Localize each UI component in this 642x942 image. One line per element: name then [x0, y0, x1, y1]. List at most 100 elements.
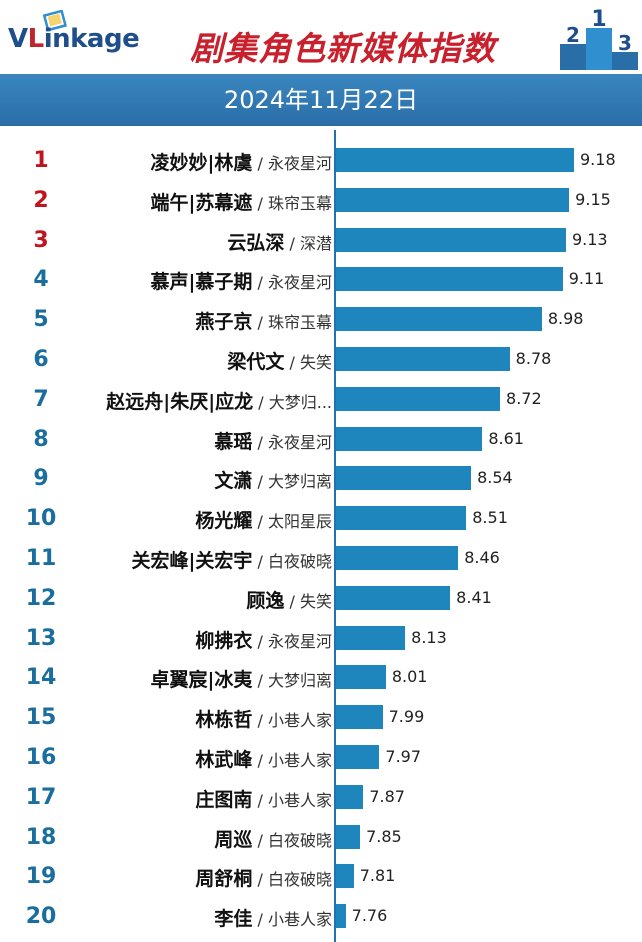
value-bar	[336, 784, 364, 809]
value-label: 7.81	[359, 866, 396, 886]
chart-row: 16 林武峰 / 小巷人家 7.97	[0, 737, 642, 777]
value-label: 8.61	[488, 428, 524, 448]
drama-name: / 失笑	[284, 591, 333, 611]
chart-row: 15 林栋哲 / 小巷人家 7.99	[0, 697, 642, 737]
category-label: 周舒桐 / 白夜破晓	[195, 864, 332, 891]
rank-number: 13	[25, 625, 57, 651]
value-bar	[336, 904, 346, 929]
svg-text:1: 1	[591, 8, 606, 32]
value-label: 8.78	[515, 349, 552, 368]
value-bar	[336, 267, 563, 292]
drama-name: / 失笑	[284, 353, 333, 372]
drama-name: / 珠帘玉幕	[252, 193, 333, 213]
character-name: 庄图南	[195, 788, 253, 811]
value-label: 9.18	[580, 150, 616, 169]
chart-row: 1 凌妙妙|林虞 / 永夜星河 9.18	[0, 140, 642, 180]
vlinkage-logo: VLinkage	[8, 24, 140, 54]
chart-row: 18 周巡 / 白夜破晓 7.85	[0, 817, 642, 857]
chart-row: 20 李佳 / 小巷人家 7.76	[0, 896, 642, 936]
category-label: 慕声|慕子期 / 永夜星河	[150, 267, 332, 294]
chart-row: 10 杨光耀 / 太阳星辰 8.51	[0, 498, 642, 538]
chart-row: 2 端午|苏幕遮 / 珠帘玉幕 9.15	[0, 180, 642, 220]
character-name: 李佳	[214, 908, 253, 931]
value-bar	[336, 227, 566, 252]
category-label: 庄图南 / 小巷人家	[195, 785, 332, 812]
drama-name: / 白夜破晓	[252, 552, 333, 571]
chart-row: 11 关宏峰|关宏宇 / 白夜破晓 8.46	[0, 538, 642, 578]
character-name: 文潇	[214, 470, 253, 493]
value-bar	[336, 347, 510, 371]
character-name: 赵远舟|朱厌|应龙	[106, 390, 254, 413]
value-label: 8.13	[411, 627, 447, 647]
rank-number: 15	[25, 705, 57, 731]
chart-row: 14 卓翼宸|冰夷 / 大梦归离 8.01	[0, 657, 642, 697]
rank-number: 11	[25, 546, 57, 571]
drama-name: / 永夜星河	[252, 432, 333, 452]
chart-row: 5 燕子京 / 珠帘玉幕 8.98	[0, 299, 642, 339]
character-name: 梁代文	[227, 351, 285, 373]
category-label: 李佳 / 小巷人家	[214, 904, 332, 931]
category-label: 燕子京 / 珠帘玉幕	[195, 307, 332, 334]
drama-name: / 小巷人家	[252, 790, 333, 810]
chart-row: 3 云弘深 / 深潜 9.13	[0, 220, 642, 260]
rank-number: 12	[25, 585, 57, 611]
value-bar	[336, 187, 570, 212]
value-bar	[336, 864, 354, 889]
chart-row: 17 庄图南 / 小巷人家 7.87	[0, 777, 642, 817]
rank-number: 19	[25, 864, 57, 890]
value-label: 8.54	[477, 468, 513, 488]
chart-row: 12 顾逸 / 失笑 8.41	[0, 578, 642, 618]
drama-name: / 小巷人家	[252, 711, 333, 731]
value-bar	[336, 307, 542, 332]
drama-name: / 永夜星河	[252, 273, 333, 293]
character-name: 端午|苏幕遮	[150, 191, 253, 214]
category-label: 柳拂衣 / 永夜星河	[195, 626, 332, 653]
category-label: 顾逸 / 失笑	[246, 586, 332, 613]
drama-name: / 永夜星河	[252, 154, 333, 173]
character-name: 周巡	[214, 828, 253, 851]
value-bar	[336, 466, 472, 491]
drama-name: / 小巷人家	[252, 910, 333, 930]
character-name: 慕声|慕子期	[150, 271, 253, 294]
drama-name: / 深潜	[284, 233, 333, 253]
character-name: 燕子京	[195, 311, 253, 334]
rank-number: 8	[33, 426, 49, 452]
value-label: 7.99	[388, 707, 425, 727]
drama-name: / 大梦归...	[253, 392, 332, 412]
rank-number: 4	[33, 267, 49, 293]
date-banner: 2024年11月22日	[0, 74, 642, 126]
character-name: 凌妙妙|林虞	[150, 152, 253, 174]
chart-row: 19 周舒桐 / 白夜破晓 7.81	[0, 856, 642, 896]
rank-number: 14	[25, 665, 57, 691]
rank-number: 16	[25, 745, 57, 770]
character-name: 卓翼宸|冰夷	[150, 669, 253, 692]
value-label: 7.97	[385, 747, 422, 766]
category-label: 林武峰 / 小巷人家	[195, 745, 332, 772]
value-label: 9.11	[568, 269, 605, 289]
value-bar	[336, 585, 451, 610]
value-label: 8.01	[391, 667, 428, 687]
category-label: 赵远舟|朱厌|应龙 / 大梦归...	[106, 387, 332, 414]
value-bar	[336, 705, 383, 730]
value-bar	[336, 824, 361, 849]
character-name: 云弘深	[227, 231, 285, 254]
drama-name: / 白夜破晓	[252, 870, 333, 890]
rank-number: 10	[25, 506, 57, 532]
value-label: 7.87	[369, 786, 405, 806]
rank-number: 17	[25, 784, 57, 810]
rank-number: 9	[33, 466, 49, 492]
value-label: 8.46	[464, 548, 500, 567]
vlinkage-logo-icon	[42, 10, 68, 32]
value-bar	[336, 546, 459, 570]
character-name: 林栋哲	[195, 709, 253, 732]
category-label: 慕瑶 / 永夜星河	[214, 427, 332, 454]
value-label: 8.98	[547, 309, 584, 329]
drama-name: / 珠帘玉幕	[252, 313, 333, 333]
category-label: 林栋哲 / 小巷人家	[195, 705, 332, 732]
chart-title: 剧集角色新媒体指数	[190, 29, 496, 68]
value-label: 8.72	[506, 388, 542, 408]
drama-name: / 白夜破晓	[252, 830, 333, 850]
chart-row: 6 梁代文 / 失笑 8.78	[0, 339, 642, 379]
rank-number: 2	[33, 187, 49, 213]
value-label: 9.13	[571, 229, 608, 249]
